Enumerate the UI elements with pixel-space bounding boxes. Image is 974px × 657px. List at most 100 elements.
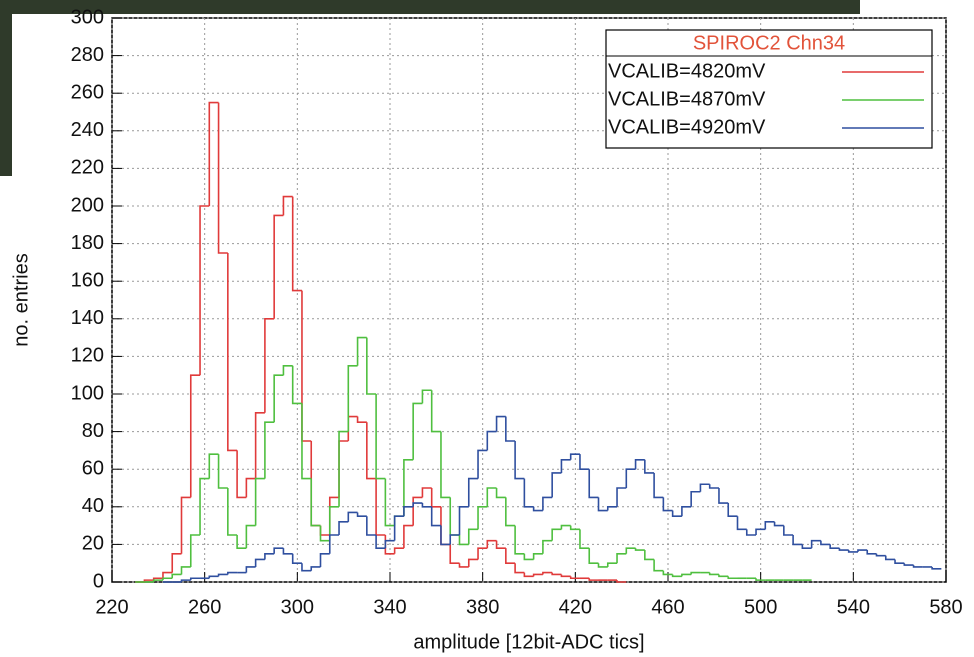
histogram-step [264, 421, 275, 479]
histogram-step [347, 365, 358, 432]
y-tick-label: 280 [71, 44, 104, 66]
histogram-step [310, 566, 321, 571]
histogram-step [430, 506, 441, 527]
histogram-step [542, 496, 553, 511]
histogram-step [254, 558, 265, 567]
histogram-step [264, 318, 275, 413]
histogram-step [644, 459, 655, 474]
histogram-step [773, 521, 784, 527]
histogram-step [440, 431, 451, 499]
histogram-step [505, 548, 516, 564]
histogram-step [718, 574, 729, 578]
histogram-step [523, 478, 534, 508]
histogram-step [412, 402, 423, 460]
histogram-step [199, 205, 210, 376]
histogram-step [180, 566, 191, 575]
x-tick-label: 420 [559, 596, 592, 618]
y-axis-label: no. entries [10, 253, 32, 346]
histogram-step [254, 477, 265, 526]
histogram-step [245, 477, 256, 498]
histogram-step [356, 512, 367, 517]
histogram-step [227, 253, 238, 452]
histogram-step [180, 496, 191, 554]
histogram-step [505, 497, 516, 527]
histogram-step [671, 574, 682, 578]
histogram-step [542, 571, 553, 575]
x-tick-label: 460 [651, 596, 684, 618]
histogram-step [514, 441, 525, 480]
histogram-step [727, 576, 738, 580]
histogram-step [690, 490, 701, 507]
histogram-step [551, 572, 562, 576]
histogram-step [449, 544, 460, 564]
histogram-step [579, 454, 590, 470]
histogram-step [282, 195, 293, 216]
histogram-step [282, 548, 293, 555]
histogram-step [616, 553, 627, 564]
histogram-step [171, 573, 182, 579]
histogram-step [514, 563, 525, 574]
y-tick-label: 220 [71, 157, 104, 179]
histogram-step [291, 365, 302, 405]
histogram-step [458, 506, 469, 535]
histogram-step [356, 416, 367, 423]
histogram-step [282, 365, 293, 376]
histogram-step [412, 496, 423, 526]
histogram-step [208, 453, 219, 479]
histogram-step [579, 529, 590, 549]
histogram-step [245, 566, 256, 573]
histogram-step [755, 528, 766, 535]
histogram-step [328, 534, 340, 554]
histogram-step [486, 539, 497, 549]
histogram-step [560, 459, 571, 473]
histogram-step [338, 430, 349, 507]
histogram-step [801, 544, 812, 549]
histogram-step [625, 547, 636, 554]
histogram-step [718, 488, 729, 504]
y-tick-label: 300 [71, 6, 104, 28]
histogram-step [606, 562, 618, 567]
x-tick-label: 540 [837, 596, 870, 618]
histogram-step [319, 525, 330, 542]
histogram-step [708, 572, 719, 576]
histogram-step [616, 487, 627, 507]
histogram-step [542, 539, 553, 554]
x-tick-label: 340 [373, 596, 406, 618]
histogram-step [227, 488, 238, 536]
histogram-step [366, 337, 377, 395]
histogram-step [458, 563, 469, 568]
histogram-step [199, 477, 210, 535]
histogram-step [699, 483, 710, 492]
histogram-step [588, 548, 599, 564]
histogram-step [319, 553, 330, 567]
histogram-step [264, 553, 275, 560]
legend-label: VCALIB=4820mV [608, 60, 766, 82]
histogram-step [903, 563, 914, 566]
x-tick-label: 500 [744, 596, 777, 618]
histogram-step [792, 535, 803, 546]
y-tick-label: 20 [82, 533, 104, 555]
histogram-step [523, 572, 534, 578]
histogram-step [310, 478, 321, 527]
histogram-step [273, 214, 284, 319]
histogram-step [430, 390, 441, 433]
histogram-step [189, 577, 201, 581]
histogram-step [477, 547, 488, 560]
histogram-step [755, 578, 766, 581]
histogram-step [671, 510, 682, 517]
histogram-step [421, 487, 432, 498]
histogram-step [291, 196, 302, 292]
histogram-step [644, 550, 655, 561]
histogram-step [745, 529, 757, 536]
histogram-step [467, 558, 479, 567]
histogram-step [291, 553, 302, 564]
histogram-step [653, 472, 664, 499]
histogram-step [931, 566, 942, 570]
histogram-step [384, 478, 395, 527]
histogram-step [588, 578, 599, 581]
x-axis-label: amplitude [12bit-ADC tics] [413, 631, 644, 653]
histogram-step [662, 570, 673, 576]
histogram-step [421, 389, 432, 404]
y-tick-label: 60 [82, 457, 104, 479]
y-tick-label: 140 [71, 307, 104, 329]
